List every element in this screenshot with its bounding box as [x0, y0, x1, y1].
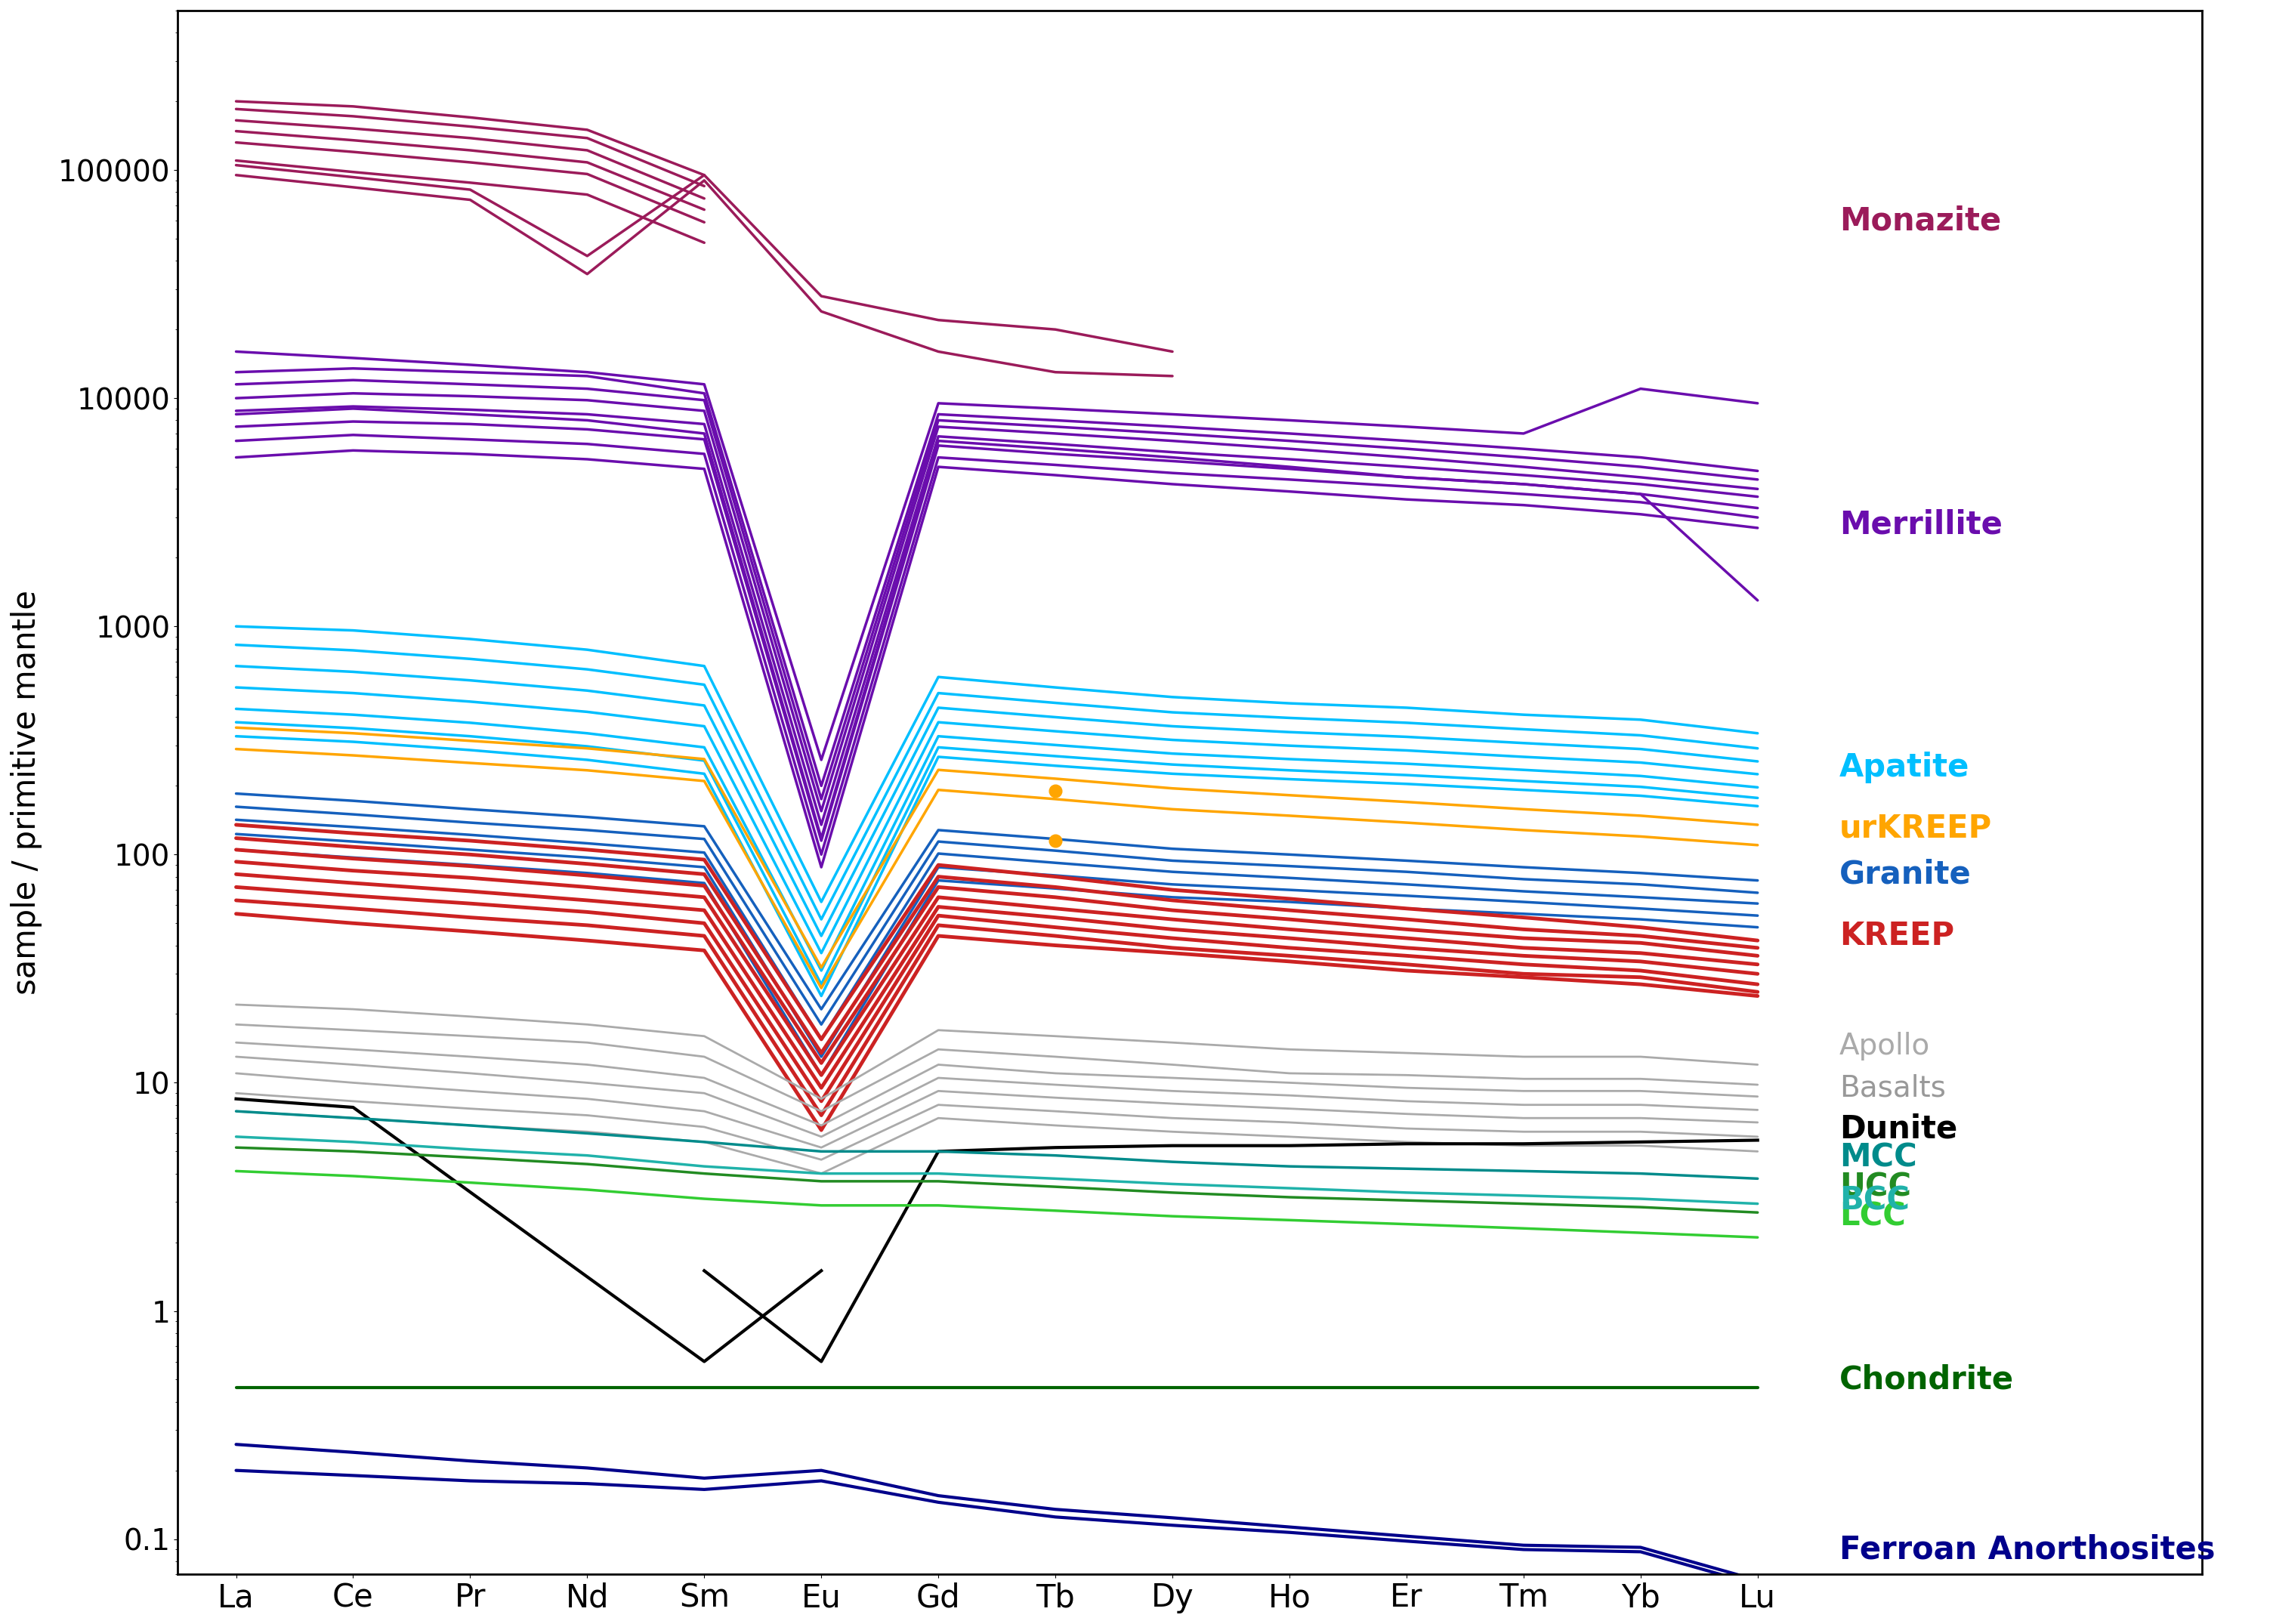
Text: urKREEP: urKREEP	[1839, 812, 1993, 844]
Text: Dunite: Dunite	[1839, 1112, 1957, 1145]
Text: Monazite: Monazite	[1839, 205, 2003, 237]
Text: MCC: MCC	[1839, 1142, 1916, 1174]
Y-axis label: sample / primitive mantle: sample / primitive mantle	[11, 590, 43, 996]
Text: Apatite: Apatite	[1839, 752, 1971, 784]
Text: BCC: BCC	[1839, 1184, 1909, 1216]
Text: Chondrite: Chondrite	[1839, 1364, 2014, 1395]
Text: Basalts: Basalts	[1839, 1073, 1946, 1103]
Text: LCC: LCC	[1839, 1200, 1907, 1233]
Text: Apollo: Apollo	[1839, 1031, 1930, 1060]
Text: UCC: UCC	[1839, 1171, 1912, 1203]
Text: KREEP: KREEP	[1839, 921, 1955, 952]
Text: Ferroan Anorthosites: Ferroan Anorthosites	[1839, 1533, 2216, 1566]
Text: Merrillite: Merrillite	[1839, 508, 2003, 541]
Text: Granite: Granite	[1839, 859, 1971, 890]
